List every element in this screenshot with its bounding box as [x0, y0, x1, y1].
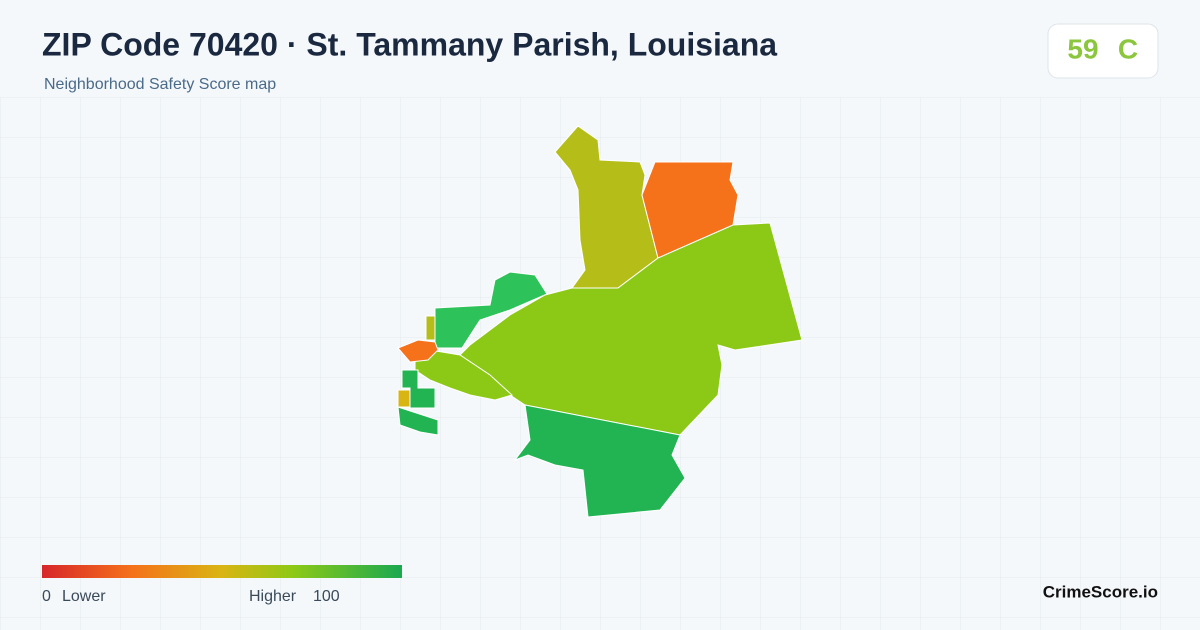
subtitle: Neighborhood Safety Score map [44, 76, 276, 93]
neighborhood [459, 222, 803, 436]
brand: CrimeScore.io [1043, 582, 1158, 601]
grade: C [1118, 33, 1138, 64]
score: 59 [1067, 33, 1098, 64]
legend-min: 0 [42, 588, 51, 605]
legend-max-label: Higher [249, 588, 297, 605]
neighborhood [425, 315, 436, 341]
neighborhood [397, 339, 439, 363]
legend-min-label: Lower [62, 588, 106, 605]
legend-bar [42, 565, 402, 578]
neighborhood [641, 161, 739, 259]
title: ZIP Code 70420 · St. Tammany Parish, Lou… [42, 26, 777, 62]
legend-max: 100 [313, 588, 340, 605]
neighborhood [513, 404, 686, 518]
neighborhood [414, 349, 513, 401]
neighborhoods [397, 125, 803, 518]
score-box [1047, 23, 1159, 79]
neighborhood [397, 406, 439, 436]
neighborhood [397, 389, 411, 408]
neighborhood [434, 271, 548, 349]
